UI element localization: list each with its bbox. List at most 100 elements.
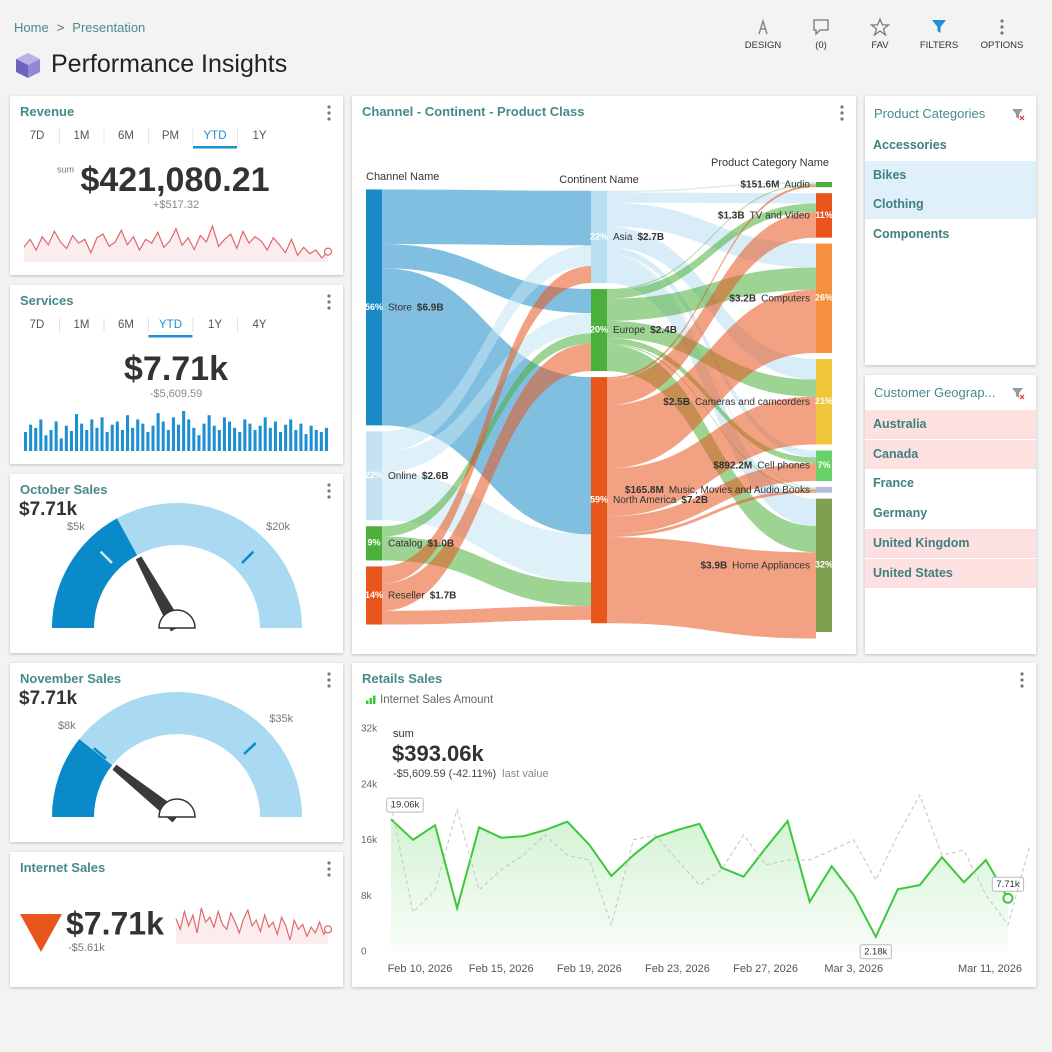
menu-button[interactable]: [325, 483, 333, 499]
breadcrumb: Home > Presentation: [14, 20, 153, 35]
node-label: Online $2.6B: [388, 470, 449, 481]
toolbar-label: FAV: [871, 40, 889, 51]
node-percent: 21%: [815, 396, 833, 406]
icon-shape: [813, 19, 829, 36]
filter-item-label: Accessories: [873, 138, 947, 152]
toolbar-button[interactable]: FILTERS: [909, 18, 969, 51]
active-tab-underline: [148, 335, 193, 338]
sankey-link: [382, 333, 591, 537]
spark-bar: [217, 429, 221, 451]
spark-bar: [126, 415, 130, 451]
card-title: Channel - Continent - Product Class: [362, 104, 585, 119]
spark-bar: [151, 425, 155, 451]
filter-title: Product Categories: [874, 106, 986, 121]
spark-bar: [263, 417, 267, 451]
clear-filter-icon[interactable]: [1011, 107, 1025, 121]
sankey-node: [816, 182, 832, 188]
menu-button[interactable]: [838, 105, 846, 121]
menu-dot: [327, 294, 331, 298]
toolbar-button[interactable]: (0): [791, 18, 851, 51]
spark-bar: [105, 432, 109, 451]
filter-item[interactable]: United States: [865, 558, 1036, 588]
card-title: Revenue: [20, 104, 75, 119]
spark-end-marker: [323, 925, 333, 934]
kpi-value: $421,080.21: [80, 161, 269, 199]
filter-item[interactable]: Canada: [865, 439, 1036, 469]
legend-icon: [369, 698, 372, 704]
node-value: $2.4B: [650, 325, 677, 336]
filter-item[interactable]: Components: [865, 220, 1036, 249]
filter-card: Product Categories Accessories Bikes Cloth…: [865, 96, 1036, 365]
sankey-link: [607, 537, 816, 639]
crumb-link[interactable]: Presentation: [72, 20, 146, 35]
node-label: $3.9B Home Appliances: [700, 560, 810, 571]
series-line: [390, 818, 1009, 940]
node-percent: 7%: [817, 460, 830, 470]
filter-item-label: Bikes: [873, 167, 907, 182]
node-label: Reseller $1.7B: [388, 590, 456, 601]
menu-button[interactable]: [325, 105, 333, 121]
node-value: $1.3B: [718, 210, 745, 221]
icon-shape: [1019, 115, 1025, 121]
spark-bar: [100, 417, 104, 451]
filter-item[interactable]: Clothing: [865, 190, 1036, 220]
toolbar-button[interactable]: DESIGN: [733, 18, 793, 51]
spark-bar: [146, 432, 150, 451]
spark-bar: [248, 423, 252, 451]
node-percent: 56%: [365, 302, 383, 312]
spark-bar: [90, 419, 94, 451]
toolbar-button[interactable]: OPTIONS: [972, 18, 1032, 51]
node-label: Store $6.9B: [388, 302, 444, 313]
range-tab: 6M: [118, 130, 134, 142]
icon-shape: [1000, 25, 1004, 29]
spark-bar: [166, 429, 170, 451]
gauge-tick-label: $20k: [266, 521, 290, 533]
filter-item-label: Clothing: [873, 197, 924, 212]
menu-dot: [327, 684, 331, 688]
icon-face: [28, 59, 40, 78]
sankey-link: [382, 536, 591, 607]
clear-filter-icon[interactable]: [1011, 386, 1025, 400]
crumb-link[interactable]: Home: [14, 20, 49, 35]
node-name: Store: [388, 302, 412, 313]
spark-bar: [80, 423, 84, 451]
x-tick-label: Mar 3, 2026: [824, 963, 883, 975]
menu-button[interactable]: [325, 672, 333, 688]
gauge-card: $7.71k $8k $35k November Sales: [10, 663, 343, 842]
toolbar-button[interactable]: FAV: [850, 18, 910, 51]
spark-bar: [197, 435, 201, 451]
filter-item[interactable]: Bikes: [865, 160, 1036, 190]
node-name: Cameras and camcorders: [695, 396, 810, 407]
spark-end-marker: [323, 247, 333, 256]
menu-button[interactable]: [325, 861, 333, 877]
toolbar-label: OPTIONS: [980, 40, 1024, 51]
spark-bar: [182, 411, 186, 451]
menu-button[interactable]: [1018, 672, 1026, 688]
node-value: $7.2B: [681, 495, 708, 506]
filter-item[interactable]: Accessories: [865, 131, 1036, 160]
spark-area: [24, 226, 328, 262]
filter-item[interactable]: Australia: [865, 410, 1036, 439]
series-line: [390, 794, 1031, 927]
node-name: North America: [613, 495, 677, 506]
icon: [870, 18, 890, 36]
spark-bar: [177, 424, 181, 451]
menu-button[interactable]: [325, 294, 333, 310]
app-icon: [16, 53, 40, 78]
menu-dot: [327, 495, 331, 499]
sankey-link: [607, 343, 816, 490]
filter-item[interactable]: Germany: [865, 499, 1036, 528]
icon-shape: [1012, 388, 1023, 398]
sankey-link: [382, 343, 591, 611]
filter-item[interactable]: France: [865, 469, 1036, 498]
node-value: $151.6M: [741, 179, 780, 190]
card-title: November Sales: [20, 671, 122, 686]
node-name: TV and Video: [750, 210, 811, 221]
kpi-aggregate-label: sum: [57, 164, 74, 174]
filter-title: Customer Geograp...: [874, 385, 996, 400]
kpi-value: $7.71k: [124, 350, 228, 388]
spark-bar: [309, 425, 313, 451]
spark-bar: [284, 424, 288, 451]
filter-item[interactable]: United Kingdom: [865, 528, 1036, 558]
